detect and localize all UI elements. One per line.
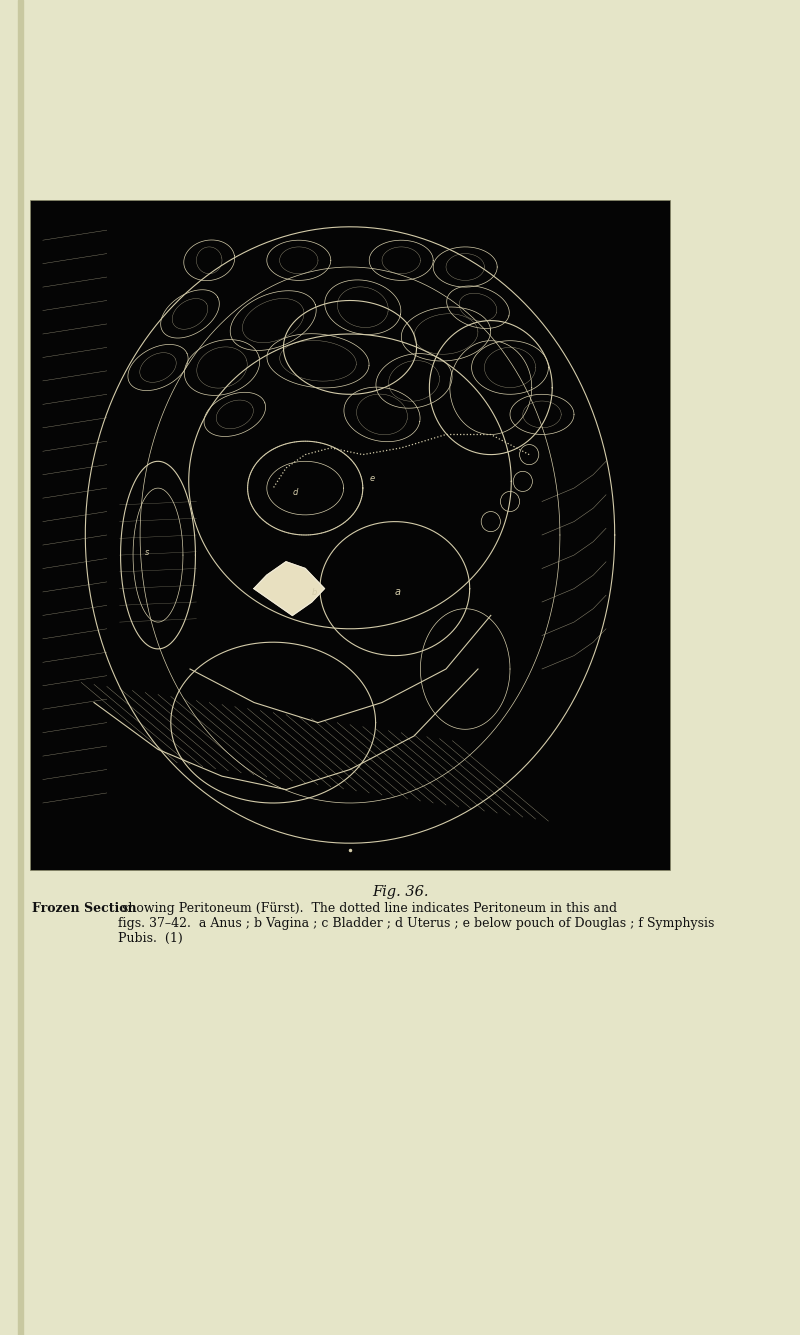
Text: Fig. 36.: Fig. 36. bbox=[372, 885, 428, 898]
Polygon shape bbox=[254, 562, 325, 615]
Bar bbox=[30, 200, 670, 870]
Text: b: b bbox=[312, 589, 317, 597]
Text: d: d bbox=[293, 487, 298, 497]
Text: a: a bbox=[395, 587, 401, 597]
Text: showing Peritoneum (Fürst).  The dotted line indicates Peritoneum in this and
fi: showing Peritoneum (Fürst). The dotted l… bbox=[118, 902, 714, 945]
Text: Frozen Section: Frozen Section bbox=[32, 902, 137, 914]
Text: s: s bbox=[146, 549, 150, 557]
Bar bbox=[18, 0, 23, 1335]
Text: e: e bbox=[370, 474, 374, 483]
